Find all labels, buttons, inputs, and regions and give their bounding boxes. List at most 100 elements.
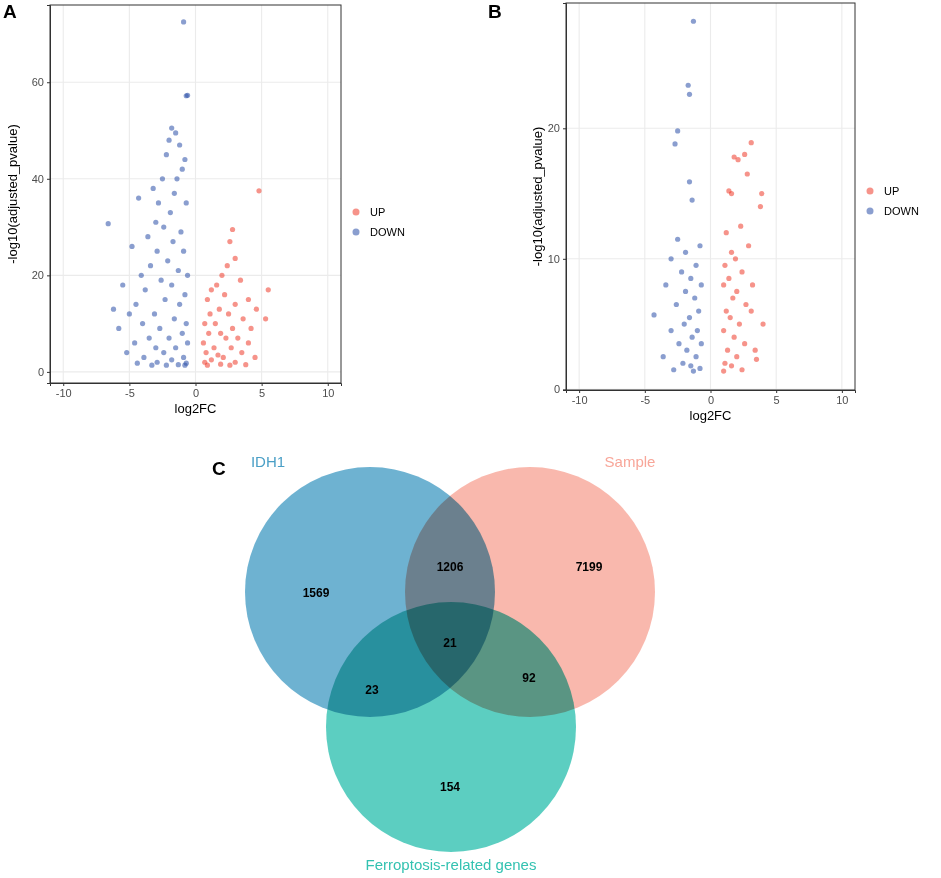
set-label: IDH1 xyxy=(251,453,285,470)
x-axis: -10-50510 xyxy=(51,383,342,399)
point xyxy=(153,345,158,350)
plot-background xyxy=(566,3,855,390)
grid-line-y xyxy=(50,275,341,276)
point xyxy=(691,368,696,373)
axis-line xyxy=(567,391,856,394)
tick-label: 10 xyxy=(836,394,848,406)
region-count: 1569 xyxy=(303,586,330,600)
point xyxy=(721,328,726,333)
grid-line-x xyxy=(327,5,328,383)
point xyxy=(156,200,161,205)
point xyxy=(726,276,731,281)
point xyxy=(181,355,186,360)
point xyxy=(217,307,222,312)
point xyxy=(729,191,734,196)
point xyxy=(661,354,666,359)
point xyxy=(721,368,726,373)
tick: 5 xyxy=(774,390,780,406)
point xyxy=(153,220,158,225)
series-points xyxy=(721,140,766,374)
tick: 10 xyxy=(836,390,848,406)
series-points xyxy=(651,19,703,374)
point xyxy=(205,297,210,302)
y-axis: 0204060 xyxy=(32,6,51,384)
grid-line-y xyxy=(566,258,855,259)
point xyxy=(738,224,743,229)
x-axis-title: log2FC xyxy=(175,401,217,416)
tick: -5 xyxy=(640,390,650,406)
tick-label: -10 xyxy=(56,387,72,399)
y-axis-title: -log10(adjusted_pvalue) xyxy=(530,127,545,266)
legend-label: UP xyxy=(884,185,899,197)
point xyxy=(266,287,271,292)
point xyxy=(682,321,687,326)
legend-item: DOWN xyxy=(867,205,919,217)
axis-line xyxy=(51,384,342,387)
point xyxy=(207,311,212,316)
plot-frame xyxy=(50,5,341,383)
plot-background xyxy=(50,5,341,383)
tick: -10 xyxy=(572,390,588,406)
point xyxy=(161,224,166,229)
legend-label: UP xyxy=(370,206,385,218)
point xyxy=(151,186,156,191)
point xyxy=(185,93,190,98)
point xyxy=(180,331,185,336)
point xyxy=(729,363,734,368)
tick-label: 0 xyxy=(193,387,199,399)
panel-label: B xyxy=(488,1,502,22)
point xyxy=(173,130,178,135)
tick: 0 xyxy=(554,383,566,395)
point xyxy=(160,176,165,181)
point xyxy=(696,308,701,313)
point xyxy=(651,312,656,317)
tick: 10 xyxy=(322,383,334,399)
scatter-panel: -10-5051001020log2FC-log10(adjusted_pval… xyxy=(488,1,919,423)
set-label: Ferroptosis-related genes xyxy=(366,856,537,873)
point xyxy=(679,269,684,274)
point xyxy=(697,366,702,371)
point xyxy=(745,171,750,176)
grid-line-x xyxy=(776,3,777,390)
point xyxy=(230,227,235,232)
legend-key xyxy=(867,188,874,195)
tick: 0 xyxy=(193,383,199,399)
point xyxy=(680,361,685,366)
point xyxy=(226,311,231,316)
point xyxy=(690,335,695,340)
point xyxy=(152,311,157,316)
legend-key xyxy=(353,209,360,216)
point xyxy=(182,363,187,368)
point xyxy=(161,350,166,355)
point xyxy=(155,249,160,254)
point xyxy=(724,308,729,313)
tick: 0 xyxy=(38,366,50,378)
point xyxy=(185,340,190,345)
point xyxy=(263,316,268,321)
point xyxy=(120,282,125,287)
point xyxy=(742,341,747,346)
point xyxy=(692,295,697,300)
region-count: 154 xyxy=(440,780,460,794)
legend-key xyxy=(353,229,360,236)
point xyxy=(693,354,698,359)
grid-line-y xyxy=(50,371,341,372)
point xyxy=(203,350,208,355)
point xyxy=(172,191,177,196)
point xyxy=(124,350,129,355)
legend-label: DOWN xyxy=(884,205,919,217)
point xyxy=(148,263,153,268)
point xyxy=(725,348,730,353)
tick-label: 60 xyxy=(32,76,44,88)
point xyxy=(256,188,261,193)
point xyxy=(239,350,244,355)
point xyxy=(668,256,673,261)
point xyxy=(132,340,137,345)
points xyxy=(106,19,271,367)
point xyxy=(749,308,754,313)
points xyxy=(651,19,765,374)
point xyxy=(176,362,181,367)
grid-line-y xyxy=(566,128,855,129)
point xyxy=(686,83,691,88)
point xyxy=(730,295,735,300)
